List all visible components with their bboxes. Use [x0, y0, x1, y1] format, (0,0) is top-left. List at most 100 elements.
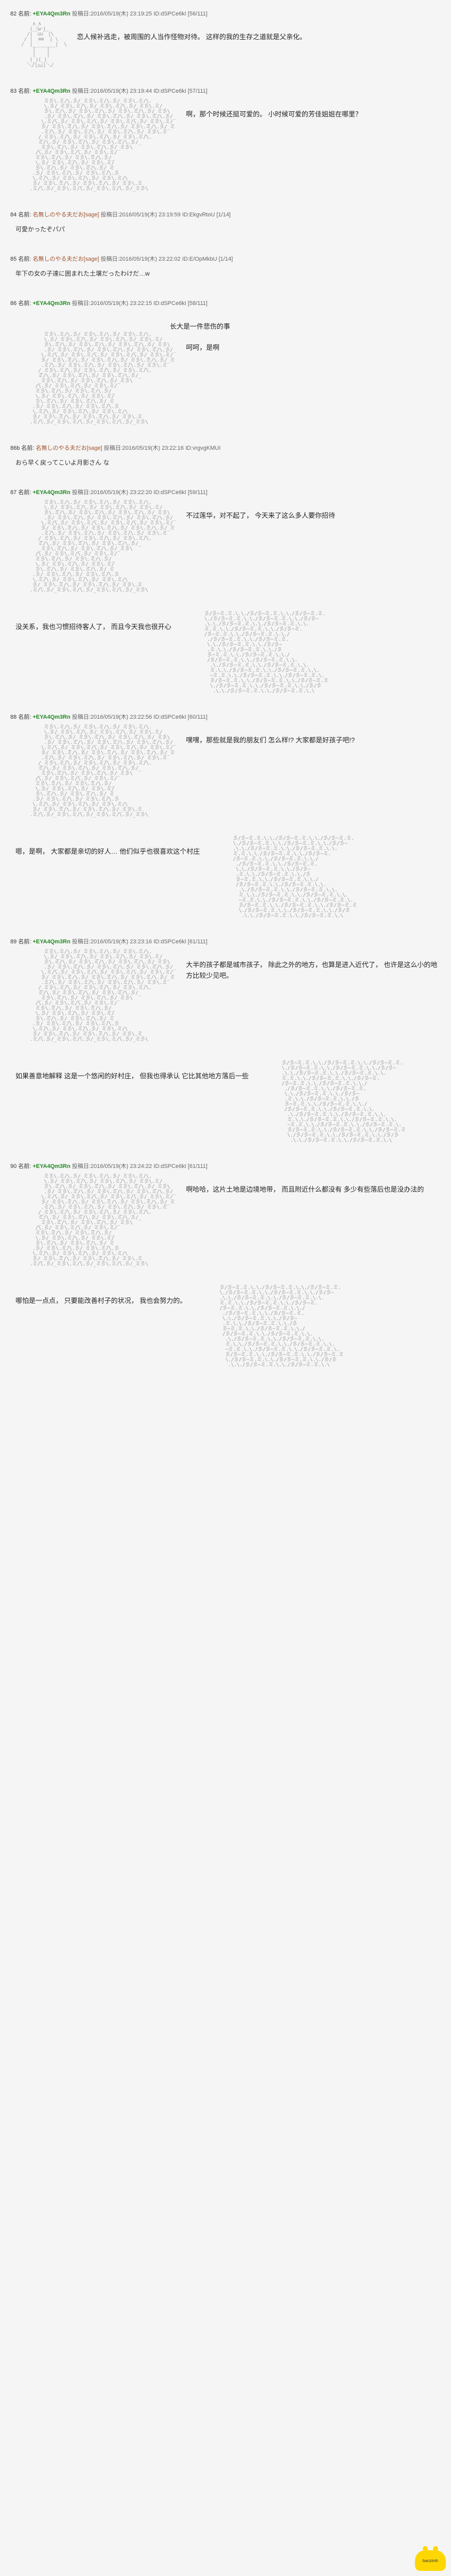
timestamp: 2016/05/19(木) 23:22:02 ID:E/OpMkbU [1/14… — [119, 256, 233, 262]
meta-label: 投稿日: — [100, 212, 119, 218]
post-body: ミ彡\.ミ/\.彡/_ミ彡\.ミ/\.彡/_ミ彡\.ミ/\. \.彡/_ミ彡\.… — [10, 500, 441, 593]
dialogue-text: 嗯，是啊， 大家都是亲切的好人… 他们似乎也很喜欢这个村庄 — [15, 836, 200, 857]
dialogue-text: 没关系，我也习惯招待客人了， 而且今天我也很开心 — [15, 612, 171, 633]
name-label: 名前: — [18, 256, 31, 262]
tripcode: +EYA4Qm3Rn — [32, 88, 70, 94]
dialogue-text: 啊，那个时候还挺可爱的。 小时候可爱的芳佳姐姐在哪里？ — [186, 99, 362, 120]
post: 87 名前: +EYA4Qm3Rn 投稿日:2016/05/19(木) 23:2… — [10, 484, 441, 597]
ascii-art: 彡/彡~ミ.ミ.\.\./彡/彡~ミ.ミ.\.\./彡/彡~ミ.ミ. \./彡/… — [182, 612, 328, 694]
name-label: 名前: — [18, 714, 31, 720]
timestamp: 2016/05/19(木) 23:19:59 ID:EkgvRtoU [1/14… — [119, 212, 231, 218]
post: 88 名前: +EYA4Qm3Rn 投稿日:2016/05/19(木) 23:2… — [10, 708, 441, 822]
name-label: 名前: — [18, 300, 31, 307]
reply-text: おら早く戻ってこいよ月影さん な — [10, 456, 441, 469]
timestamp: 2016/05/19(木) 23:22:16 ID:vrgvgKMUI — [123, 445, 221, 451]
post-number: 82 — [10, 11, 16, 17]
tripcode: +EYA4Qm3Rn — [32, 300, 70, 307]
post-header: 88 名前: +EYA4Qm3Rn 投稿日:2016/05/19(木) 23:2… — [10, 713, 441, 721]
ascii-art: ∧_∧ ( ･ω･) /|￣∪∪￣|\ / | ≡≡ | \ / |______… — [15, 22, 66, 68]
post-header: 83 名前: +EYA4Qm3Rn 投稿日:2016/05/19(木) 23:1… — [10, 87, 441, 95]
dialogue-text: 恋人候补逃走，被周围的人当作怪物对待。 这样的我的生存之道就是父亲化。 — [77, 22, 306, 43]
meta-label: 投稿日: — [104, 445, 123, 451]
meta-label: 投稿日: — [72, 939, 91, 945]
post-header: 87 名前: +EYA4Qm3Rn 投稿日:2016/05/19(木) 23:2… — [10, 488, 441, 496]
dialogue-text: 啊哈哈，这片土地是边境地带， 而且附近什么都没有 多少有些落后也是没办法的 — [186, 1174, 424, 1195]
meta-label: 投稿日: — [72, 1163, 91, 1170]
timestamp: 2016/05/19(木) 23:22:20 ID:dSPCe6kI [59/1… — [91, 489, 207, 496]
post-body: ミ彡\.ミ/\.彡/_ミ彡\.ミ/\.彡/_ミ彡\.ミ/\. \.彡/_ミ彡\.… — [10, 950, 441, 1042]
name-label: 名前: — [18, 212, 31, 218]
dialogue-text: 呵呵，是啊 — [186, 332, 279, 353]
sage-name: 名無しのやる夫だお[sage] — [32, 212, 99, 218]
post: 彡/彡~ミ.ミ.\.\./彡/彡~ミ.ミ.\.\./彡/彡~ミ.ミ. \./彡/… — [10, 1281, 441, 1372]
thread-container: 82 名前: +EYA4Qm3Rn 投稿日:2016/05/19(木) 23:1… — [10, 5, 441, 1372]
ascii-art: ミ彡\.ミ/\.彡/_ミ彡\.ミ/\.彡/_ミ彡\.ミ/\. \.彡/_ミ彡\.… — [15, 950, 176, 1042]
meta-label: 投稿日: — [72, 88, 91, 94]
timestamp: 2016/05/19(木) 23:22:56 ID:dSPCe6kI [60/1… — [91, 714, 207, 720]
post-header: 84 名前: 名無しのやる夫だお[sage] 投稿日:2016/05/19(木)… — [10, 210, 441, 218]
post-number: 87 — [10, 489, 16, 496]
tripcode: +EYA4Qm3Rn — [32, 1163, 70, 1170]
dialogue-text: 长大是一件悲伤的事 — [170, 311, 263, 332]
post-body-top: 长大是一件悲伤的事 — [10, 311, 441, 332]
post: 83 名前: +EYA4Qm3Rn 投稿日:2016/05/19(木) 23:1… — [10, 82, 441, 196]
post-header: 85 名前: 名無しのやる夫だお[sage] 投稿日:2016/05/19(木)… — [10, 255, 441, 263]
name-label: 名前: — [18, 489, 31, 496]
post-body: ミ彡\.ミ/\.彡/_ミ彡\.ミ/\.彡/_ミ彡\.ミ/\. \.彡/_ミ彡\.… — [10, 1174, 441, 1267]
post: 彡/彡~ミ.ミ.\.\./彡/彡~ミ.ミ.\.\./彡/彡~ミ.ミ. \./彡/… — [10, 1057, 441, 1147]
post-body: ミ彡\.ミ/\.彡/_ミ彡\.ミ/\.彡/_ミ彡\.ミ/\. \.彡/_ミ彡\.… — [10, 99, 441, 192]
post-body: ミ彡\.ミ/\.彡/_ミ彡\.ミ/\.彡/_ミ彡\.ミ/\. \.彡/_ミ彡\.… — [10, 725, 441, 818]
timestamp: 2016/05/19(木) 23:23:16 ID:dSPCe6kI [61/1… — [91, 939, 207, 945]
tripcode: +EYA4Qm3Rn — [32, 11, 70, 17]
post-number: 85 — [10, 256, 16, 262]
post: 82 名前: +EYA4Qm3Rn 投稿日:2016/05/19(木) 23:1… — [10, 5, 441, 72]
post-header: 86 名前: +EYA4Qm3Rn 投稿日:2016/05/19(木) 23:2… — [10, 299, 441, 307]
post: 84 名前: 名無しのやる夫だお[sage] 投稿日:2016/05/19(木)… — [10, 206, 441, 240]
meta-label: 投稿日: — [100, 256, 119, 262]
post-header: 89 名前: +EYA4Qm3Rn 投稿日:2016/05/19(木) 23:2… — [10, 937, 441, 945]
post: 86b 名前: 名無しのやる夫だお[sage] 投稿日:2016/05/19(木… — [10, 439, 441, 473]
post-body: ミ彡\.ミ/\.彡/_ミ彡\.ミ/\.彡/_ミ彡\.ミ/\. \.彡/_ミ彡\.… — [10, 332, 441, 425]
post-body: ∧_∧ ( ･ω･) /|￣∪∪￣|\ / | ≡≡ | \ / |______… — [10, 22, 441, 68]
ascii-art: ミ彡\.ミ/\.彡/_ミ彡\.ミ/\.彡/_ミ彡\.ミ/\. \.彡/_ミ彡\.… — [15, 99, 176, 192]
timestamp: 2016/05/19(木) 23:24:22 ID:dSPCe6kI [61/1… — [91, 1163, 207, 1170]
post: 86 名前: +EYA4Qm3Rn 投稿日:2016/05/19(木) 23:2… — [10, 295, 441, 429]
ascii-art: ミ彡\.ミ/\.彡/_ミ彡\.ミ/\.彡/_ミ彡\.ミ/\. \.彡/_ミ彡\.… — [15, 332, 176, 425]
post-number: 84 — [10, 212, 16, 218]
post-header: 90 名前: +EYA4Qm3Rn 投稿日:2016/05/19(木) 23:2… — [10, 1162, 441, 1170]
name-label: 名前: — [18, 1163, 31, 1170]
dialogue-text: 嘿嘿，那些就是我的朋友们 怎么样!? 大家都是好孩子吧!? — [186, 725, 355, 746]
sage-name: 名無しのやる夫だお[sage] — [32, 256, 99, 262]
meta-label: 投稿日: — [72, 714, 91, 720]
meta-label: 投稿日: — [72, 11, 91, 17]
ascii-art: ミ彡\.ミ/\.彡/_ミ彡\.ミ/\.彡/_ミ彡\.ミ/\. \.彡/_ミ彡\.… — [15, 1174, 176, 1267]
post-body: 彡/彡~ミ.ミ.\.\./彡/彡~ミ.ミ.\.\./彡/彡~ミ.ミ. \./彡/… — [10, 1285, 441, 1368]
post: 彡/彡~ミ.ミ.\.\./彡/彡~ミ.ミ.\.\./彡/彡~ミ.ミ. \./彡/… — [10, 832, 441, 923]
tripcode: +EYA4Qm3Rn — [32, 714, 70, 720]
post: 85 名前: 名無しのやる夫だお[sage] 投稿日:2016/05/19(木)… — [10, 250, 441, 284]
name-label: 名前: — [18, 88, 31, 94]
post-header: 82 名前: +EYA4Qm3Rn 投稿日:2016/05/19(木) 23:1… — [10, 9, 441, 18]
post-number: 83 — [10, 88, 16, 94]
timestamp: 2016/05/19(木) 23:22:15 ID:dSPCe6kI [58/1… — [91, 300, 207, 307]
post-body: 彡/彡~ミ.ミ.\.\./彡/彡~ミ.ミ.\.\./彡/彡~ミ.ミ. \./彡/… — [10, 612, 441, 694]
tripcode: +EYA4Qm3Rn — [32, 489, 70, 496]
post: 89 名前: +EYA4Qm3Rn 投稿日:2016/05/19(木) 23:2… — [10, 933, 441, 1046]
post: 彡/彡~ミ.ミ.\.\./彡/彡~ミ.ミ.\.\./彡/彡~ミ.ミ. \./彡/… — [10, 607, 441, 698]
timestamp: 2016/05/19(木) 23:19:44 ID:dSPCe6kI [57/1… — [91, 88, 207, 94]
dialogue-text: 不过莲华，对不起了， 今天来了这么多人要你招待 — [186, 500, 335, 521]
ascii-art: 彡/彡~ミ.ミ.\.\./彡/彡~ミ.ミ.\.\./彡/彡~ミ.ミ. \./彡/… — [259, 1061, 406, 1143]
name-label: 名前: — [18, 11, 31, 17]
sage-name: 名無しのやる夫だお[sage] — [36, 445, 102, 451]
reply-text: 可愛かったぞパパ — [10, 223, 441, 236]
post-body: 彡/彡~ミ.ミ.\.\./彡/彡~ミ.ミ.\.\./彡/彡~ミ.ミ. \./彡/… — [10, 836, 441, 919]
post-number: 86 — [10, 300, 16, 307]
name-label: 名前: — [21, 445, 34, 451]
tripcode: +EYA4Qm3Rn — [32, 939, 70, 945]
ascii-art: 彡/彡~ミ.ミ.\.\./彡/彡~ミ.ミ.\.\./彡/彡~ミ.ミ. \./彡/… — [210, 836, 357, 919]
meta-label: 投稿日: — [72, 489, 91, 496]
ascii-art: ミ彡\.ミ/\.彡/_ミ彡\.ミ/\.彡/_ミ彡\.ミ/\. \.彡/_ミ彡\.… — [15, 725, 176, 818]
post-number: 90 — [10, 1163, 16, 1170]
post-body: 彡/彡~ミ.ミ.\.\./彡/彡~ミ.ミ.\.\./彡/彡~ミ.ミ. \./彡/… — [10, 1061, 441, 1143]
ascii-art: ミ彡\.ミ/\.彡/_ミ彡\.ミ/\.彡/_ミ彡\.ミ/\. \.彡/_ミ彡\.… — [15, 500, 176, 593]
